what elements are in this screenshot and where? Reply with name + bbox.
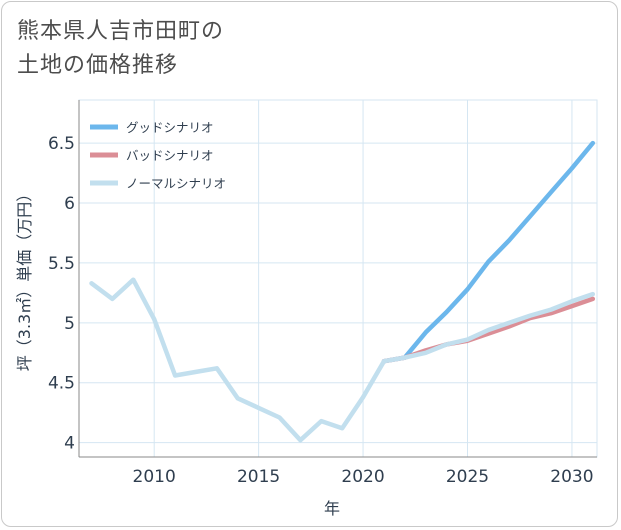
x-tick-label: 2025 <box>446 467 489 487</box>
series-line-good <box>381 140 596 364</box>
series-line-normal <box>89 277 596 443</box>
y-tick-label: 6 <box>64 194 75 214</box>
axes: 2010 2015 2020 2025 2030 4 4.5 5 5.5 6 6.5 年 坪（3.3㎡）… <box>15 100 597 518</box>
x-tick-label: 2010 <box>133 467 176 487</box>
legend-label-good: グッドシナリオ <box>126 120 214 135</box>
x-tick-label: 2020 <box>341 467 384 487</box>
chart-title-line1: 熊本県人吉市田町の <box>17 19 225 44</box>
x-tick-label: 2030 <box>550 467 593 487</box>
y-tick-label: 5.5 <box>48 254 75 274</box>
legend-item-bad[interactable]: バッドシナリオ <box>90 148 214 163</box>
x-tick-label: 2015 <box>237 467 280 487</box>
legend-item-good[interactable]: グッドシナリオ <box>90 120 214 135</box>
y-tick-label: 6.5 <box>48 134 75 154</box>
legend-label-normal: ノーマルシナリオ <box>126 176 226 191</box>
series-lines <box>89 140 596 443</box>
y-tick-label: 4 <box>64 434 75 454</box>
y-axis-title: 坪（3.3㎡）単価（万円） <box>15 186 34 371</box>
y-tick-label: 5 <box>64 314 75 334</box>
y-tick-label: 4.5 <box>48 374 75 394</box>
chart-title-line2: 土地の価格推移 <box>17 53 179 78</box>
grid <box>78 99 598 458</box>
legend-item-normal[interactable]: ノーマルシナリオ <box>90 176 226 191</box>
legend-label-bad: バッドシナリオ <box>126 148 214 163</box>
x-axis-title: 年 <box>324 499 340 518</box>
chart-title: 熊本県人吉市田町の 土地の価格推移 <box>17 15 224 83</box>
